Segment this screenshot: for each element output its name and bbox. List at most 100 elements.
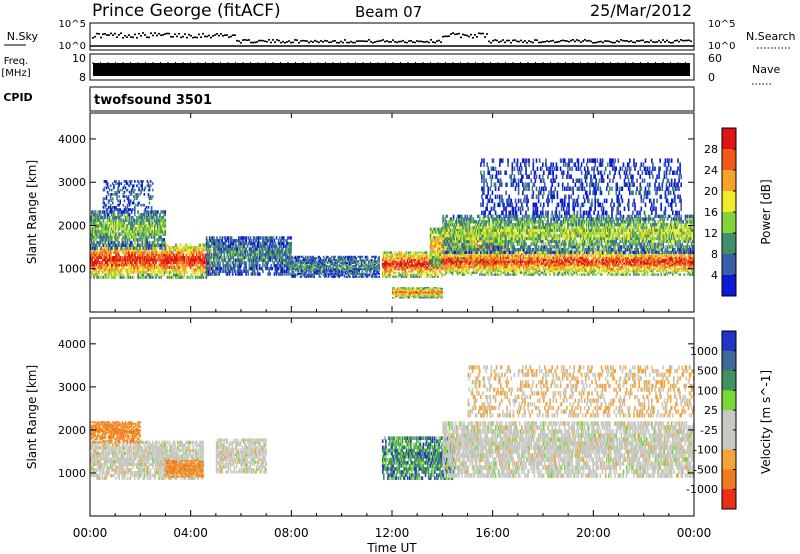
nsky-dot (572, 39, 574, 41)
power-cell (142, 180, 144, 183)
nsky-dot (542, 41, 544, 43)
power-cell (130, 200, 132, 203)
nsky-dot (120, 32, 122, 34)
nsky-dot (362, 40, 364, 42)
nsky-dot (556, 41, 558, 43)
power-cell (137, 193, 139, 196)
nsky-dot (290, 42, 292, 44)
nsky-dot (424, 41, 426, 43)
radar-summary-plot: Prince George (fitACF) Beam 07 25/Mar/20… (0, 0, 800, 554)
nsky-dot (184, 33, 186, 35)
nsky-dot (596, 42, 598, 44)
nsky-dot (508, 40, 510, 42)
nsky-dot (370, 41, 372, 43)
power-cell (187, 276, 189, 279)
nsky-dot (170, 36, 172, 38)
nsky-dot (638, 40, 640, 42)
nsky-dot (92, 37, 94, 39)
nsky-dot (182, 36, 184, 38)
nsky-dot (354, 42, 356, 44)
nsky-dot (476, 36, 478, 38)
nsky-dot (282, 41, 284, 43)
freq-trace (93, 63, 690, 76)
nsky-dot (230, 36, 232, 38)
nsky-dot (172, 36, 174, 38)
nsky-dot (140, 35, 142, 37)
nsky-dot (306, 40, 308, 42)
power-cell (118, 180, 120, 183)
power-cell (123, 249, 125, 252)
power-cell (152, 276, 154, 279)
nsky-dot (152, 35, 154, 37)
nsky-dot (420, 41, 422, 43)
nave-tick-top: 60 (708, 52, 722, 65)
nsky-dot (512, 40, 514, 42)
nsky-dot (598, 41, 600, 43)
nsky-dot (264, 40, 266, 42)
power-cell (111, 189, 113, 192)
nsky-dot (366, 40, 368, 42)
nsky-dot (448, 35, 450, 37)
nsky-dot (376, 41, 378, 43)
nsky-dot (506, 40, 508, 42)
nsky-dot (196, 37, 198, 39)
nsky-dot (654, 41, 656, 43)
nsky-dot (470, 34, 472, 36)
nsky-dot (336, 42, 338, 44)
beam-title: Beam 07 (355, 3, 422, 21)
nsky-dot (202, 33, 204, 35)
nsky-dot (670, 42, 672, 44)
nsky-dot (108, 34, 110, 36)
nsky-dot (664, 41, 666, 43)
nsky-dot (324, 40, 326, 42)
power-cell (124, 276, 126, 279)
nsky-dot (480, 33, 482, 35)
power-cell (124, 200, 126, 203)
nsky-dot (252, 42, 254, 44)
nsky-dot (226, 34, 228, 36)
nsky-dot (532, 42, 534, 44)
nsky-dot (216, 33, 218, 35)
nsearch-label: N.Search (746, 30, 796, 43)
nsky-dot (364, 41, 366, 43)
nsky-label: N.Sky (7, 30, 39, 43)
nsky-dot (622, 40, 624, 42)
nsky-dot (416, 40, 418, 42)
nsky-dot (110, 33, 112, 35)
nsky-dot (96, 33, 98, 35)
power-cell (96, 247, 98, 250)
nsky-dot (334, 40, 336, 42)
nsky-dot (328, 42, 330, 44)
power-cell (134, 189, 136, 192)
nsky-dot (486, 33, 488, 35)
nsky-dot (278, 40, 280, 42)
nsky-dot (326, 40, 328, 42)
nsky-dot (212, 35, 214, 37)
nsky-dot (206, 36, 208, 38)
nsky-dot (628, 41, 630, 43)
nsky-dot (124, 35, 126, 37)
nsky-dot (174, 33, 176, 35)
power-cell (119, 189, 121, 192)
nsky-dot (374, 41, 376, 43)
nsky-dot (118, 34, 120, 36)
nsky-dot (668, 41, 670, 43)
nsky-dot (680, 39, 682, 41)
nsky-dot (676, 40, 678, 42)
nsky-dot (256, 41, 258, 43)
nsky-dot (440, 41, 442, 43)
power-cell (144, 204, 146, 207)
nsky-dot (390, 41, 392, 43)
power-cell (129, 213, 131, 216)
nsky-dot (684, 40, 686, 42)
power-cell (119, 200, 121, 203)
nsky-dot (272, 39, 274, 41)
nsky-dot (630, 40, 632, 42)
nsky-dot (610, 41, 612, 43)
power-cell (131, 180, 133, 183)
power-cell (187, 271, 189, 274)
power-cell (112, 193, 114, 196)
nsky-dot (210, 37, 212, 39)
nsky-dot (322, 41, 324, 43)
nsky-dot (154, 32, 156, 34)
